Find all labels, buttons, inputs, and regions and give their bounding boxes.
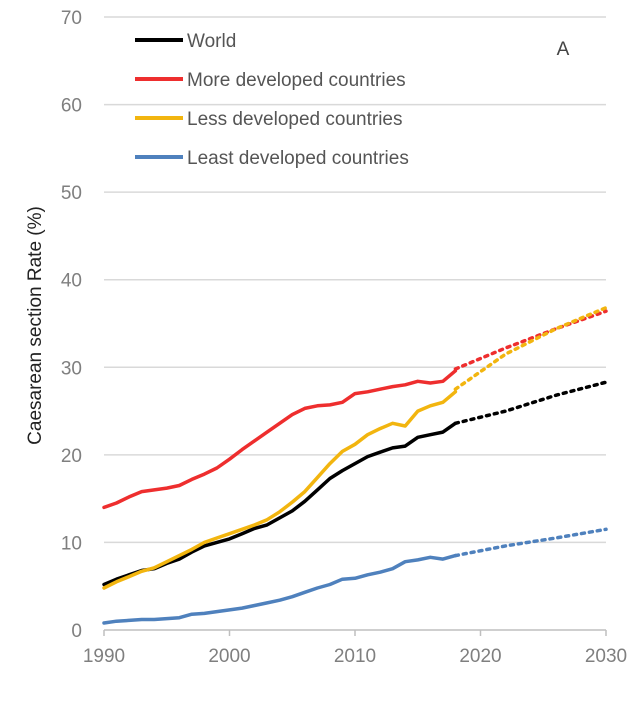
series-line-more-developed-countries <box>102 369 458 510</box>
x-tick-label-2000: 2000 <box>208 646 250 667</box>
legend-label-world: World <box>187 31 236 52</box>
y-axis-title: Caesarean section Rate (%) <box>25 206 46 445</box>
series-projection-less-developed-countries <box>453 305 608 391</box>
panel-label: A <box>557 39 570 60</box>
x-tick-label-2030: 2030 <box>585 646 627 667</box>
x-tick-label-2020: 2020 <box>459 646 501 667</box>
legend-label-less-developed-countries: Less developed countries <box>187 109 402 130</box>
y-tick-label-50: 50 <box>61 183 82 204</box>
y-tick-label-30: 30 <box>61 358 82 379</box>
series-line-less-developed-countries <box>102 390 458 590</box>
series-projection-world <box>453 380 608 426</box>
legend-label-more-developed-countries: More developed countries <box>187 70 406 91</box>
legend-label-least-developed-countries: Least developed countries <box>187 148 409 169</box>
y-tick-label-70: 70 <box>61 8 82 29</box>
y-tick-label-20: 20 <box>61 446 82 467</box>
y-tick-label-0: 0 <box>71 621 82 642</box>
y-tick-label-40: 40 <box>61 271 82 292</box>
series-projection-least-developed-countries <box>453 527 608 558</box>
y-tick-label-10: 10 <box>61 533 82 554</box>
x-tick-label-2010: 2010 <box>334 646 376 667</box>
series-line-least-developed-countries <box>102 553 458 625</box>
y-tick-label-60: 60 <box>61 96 82 117</box>
x-tick-label-1990: 1990 <box>83 646 125 667</box>
